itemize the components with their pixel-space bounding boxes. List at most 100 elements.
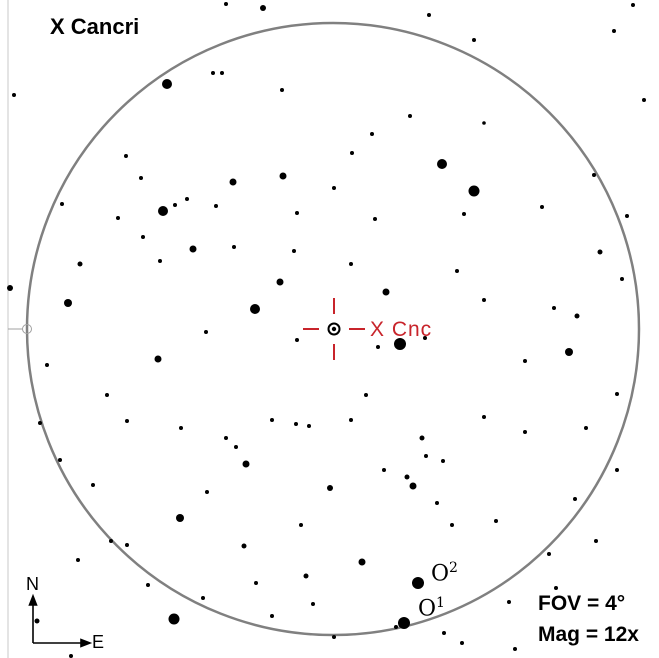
field-star <box>332 186 336 190</box>
field-star <box>105 393 109 397</box>
field-star <box>224 2 228 6</box>
field-star <box>472 38 476 42</box>
field-star <box>424 454 428 458</box>
field-star <box>584 426 588 430</box>
field-star <box>229 178 237 186</box>
field-star <box>162 79 172 89</box>
field-star <box>450 523 454 527</box>
field-star <box>573 497 577 501</box>
field-star <box>234 445 238 449</box>
field-star <box>7 285 13 291</box>
field-star <box>394 625 398 629</box>
field-star <box>398 617 410 629</box>
field-star <box>382 468 386 472</box>
field-star <box>540 205 544 209</box>
field-star <box>12 93 16 97</box>
field-star <box>139 176 143 180</box>
field-star <box>204 330 208 334</box>
field-star <box>38 421 42 425</box>
field-star <box>201 596 205 600</box>
field-star <box>423 336 427 340</box>
field-star <box>141 235 145 239</box>
fov-circle <box>25 21 641 637</box>
field-star <box>615 468 619 472</box>
field-star <box>620 277 624 281</box>
field-star <box>494 519 498 523</box>
field-star <box>232 245 236 249</box>
field-star <box>294 422 298 426</box>
compass-north-label: N <box>26 574 39 594</box>
field-star <box>303 573 309 579</box>
field-star <box>642 98 646 102</box>
field-star <box>350 151 354 155</box>
reference-star-label-o2: O2 <box>431 560 458 587</box>
field-star <box>125 419 129 423</box>
field-star <box>349 418 353 422</box>
field-star <box>295 211 299 215</box>
field-star <box>552 306 556 310</box>
field-star <box>158 206 168 216</box>
field-star <box>554 586 558 590</box>
field-star <box>455 269 459 273</box>
field-star <box>382 288 390 296</box>
field-star <box>250 304 260 314</box>
field-star <box>441 459 445 463</box>
field-star <box>173 203 177 207</box>
compass-arrows <box>28 593 93 648</box>
field-star <box>307 424 311 428</box>
chart-title: X Cancri <box>50 14 140 39</box>
field-star <box>376 345 380 349</box>
field-star <box>220 71 224 75</box>
field-star <box>77 261 83 267</box>
field-star <box>409 482 417 490</box>
field-star <box>45 363 49 367</box>
compass-east-label: E <box>92 632 105 652</box>
field-star <box>437 159 447 169</box>
field-star <box>408 114 412 118</box>
field-star <box>615 392 619 396</box>
field-star <box>76 558 80 562</box>
field-star <box>241 543 247 549</box>
field-star <box>427 13 431 17</box>
field-star <box>280 88 284 92</box>
field-star <box>154 355 162 363</box>
field-star <box>185 197 189 201</box>
field-star <box>168 613 180 625</box>
field-star <box>592 173 596 177</box>
field-star <box>370 132 374 136</box>
field-star <box>631 3 635 7</box>
field-star <box>146 583 150 587</box>
field-star <box>594 539 598 543</box>
field-star <box>214 204 218 208</box>
field-star <box>260 5 266 11</box>
field-star <box>34 618 40 624</box>
field-star <box>349 262 353 266</box>
field-star <box>394 338 406 350</box>
field-star <box>482 298 486 302</box>
target-label: X Cnc <box>370 318 433 341</box>
field-star <box>91 483 95 487</box>
field-star <box>270 614 274 618</box>
field-star <box>311 602 315 606</box>
field-star <box>279 172 287 180</box>
field-star <box>565 348 573 356</box>
field-star <box>295 338 299 342</box>
field-star <box>69 654 73 658</box>
field-star <box>60 202 64 206</box>
field-star <box>64 299 72 307</box>
field-star <box>442 631 446 635</box>
field-star <box>124 154 128 158</box>
target-star-core <box>331 326 337 332</box>
field-star <box>270 418 274 422</box>
target-crosshair <box>303 298 365 360</box>
field-star <box>189 245 197 253</box>
field-star <box>224 436 228 440</box>
field-star <box>468 185 480 197</box>
field-star <box>109 539 113 543</box>
field-star <box>612 29 616 33</box>
reference-star-label-o1: O1 <box>418 595 445 622</box>
field-star <box>179 426 183 430</box>
field-star <box>158 259 162 263</box>
